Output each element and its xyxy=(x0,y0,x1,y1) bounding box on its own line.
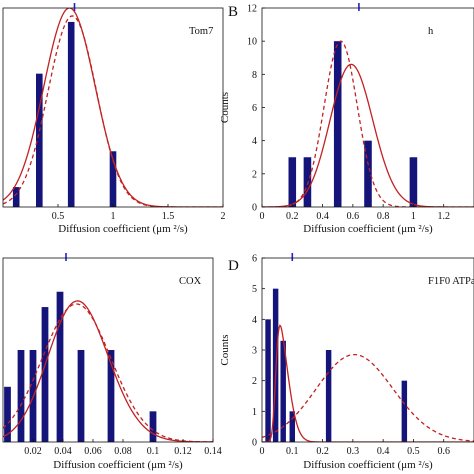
fit-curve-solid xyxy=(262,324,474,442)
histogram-bar xyxy=(67,21,75,207)
fit-curve-dashed xyxy=(3,303,213,442)
x-tick-label: 0.1 xyxy=(286,446,299,457)
x-tick-label: 0.08 xyxy=(114,446,132,457)
panel-title: COX xyxy=(179,276,202,287)
histogram-bar xyxy=(289,411,296,442)
plot-area xyxy=(262,40,474,207)
y-tick-label: 0 xyxy=(252,203,257,214)
histogram-bar xyxy=(333,41,342,207)
x-tick-label: 0 xyxy=(260,446,265,457)
y-tick-label: 2 xyxy=(252,376,257,387)
plot-area xyxy=(262,288,474,442)
y-tick-label: 1 xyxy=(252,407,257,418)
x-tick-label: 1.2 xyxy=(437,211,450,222)
y-axis-label: Counts xyxy=(219,334,231,365)
panel-title: h xyxy=(428,26,434,37)
y-axis-label: Counts xyxy=(219,92,231,123)
histogram-bar xyxy=(17,350,25,442)
plot-area xyxy=(3,291,213,442)
histogram-bar xyxy=(4,386,11,442)
x-tick-label: 0.2 xyxy=(286,211,299,222)
axes-frame xyxy=(2,257,214,443)
y-tick-label: 12 xyxy=(247,4,257,15)
x-tick-label: 0.02 xyxy=(24,446,42,457)
x-tick-label: 0.1 xyxy=(147,446,160,457)
histogram-bar xyxy=(364,140,372,207)
histogram-bar xyxy=(36,73,43,207)
y-tick-label: 4 xyxy=(252,136,257,147)
histogram-bar xyxy=(409,157,418,207)
histogram-bar xyxy=(107,350,115,442)
x-tick-label: 0.4 xyxy=(377,446,390,457)
y-tick-label: 4 xyxy=(252,315,257,326)
panel-3: 0.02 0.04 0.06 0.08 0.1 0.12 0.14 Diffusion coe… xyxy=(2,253,222,471)
y-tick-label: 10 xyxy=(247,37,257,48)
panel-letter: B xyxy=(228,4,238,20)
histogram-bar xyxy=(12,187,20,207)
histogram-bar xyxy=(56,291,64,442)
panel-2: 0 0.2 0.4 0.6 0.8 1 1.2 0 2 4 6 8 10 12 Diffusion coef… xyxy=(219,3,474,235)
histogram-bar xyxy=(401,380,408,442)
x-tick-label: 0 xyxy=(260,211,265,222)
y-tick-label: 8 xyxy=(252,70,257,81)
x-tick-label: 0.5 xyxy=(52,211,65,222)
panel-1: 0.5 1 1.5 2 Diffusion coefficient (μm ²/s) To… xyxy=(2,3,226,235)
histogram-bar xyxy=(109,151,117,207)
histogram-bar xyxy=(280,340,286,442)
fit-curve-solid xyxy=(3,300,213,442)
x-axis-label: Diffusion coefficient (μm ²/s) xyxy=(303,223,433,235)
y-tick-label: 6 xyxy=(252,254,257,265)
histogram-bar xyxy=(41,307,49,442)
x-tick-label: 0.3 xyxy=(347,446,360,457)
x-axis-label: Diffusion coefficient (μm ²/s) xyxy=(303,459,433,471)
x-tick-label: 0.06 xyxy=(84,446,102,457)
y-tick-label: 3 xyxy=(252,346,257,357)
x-tick-label: 0.6 xyxy=(437,446,450,457)
x-tick-label: 0.8 xyxy=(377,211,390,222)
panel-4: 0 0.1 0.2 0.3 0.4 0.5 0.6 0 1 2 3 4 5 6 Diffusion coef… xyxy=(219,253,474,471)
y-tick-label: 6 xyxy=(252,103,257,114)
x-tick-label: 1 xyxy=(111,211,116,222)
histogram-bar xyxy=(149,411,157,442)
x-tick-label: 0.14 xyxy=(204,446,222,457)
x-tick-label: 2 xyxy=(221,211,226,222)
y-tick-label: 2 xyxy=(252,169,257,180)
panel-title: Tom7 xyxy=(189,26,213,37)
histogram-bar xyxy=(265,319,271,442)
x-tick-label: 0.4 xyxy=(316,211,329,222)
plot-area xyxy=(3,8,223,207)
histogram-bar xyxy=(288,157,297,207)
histogram-bar xyxy=(77,350,85,442)
panel-title: F1F0 ATPas xyxy=(428,276,474,287)
x-tick-label: 0.5 xyxy=(407,446,420,457)
y-tick-label: 5 xyxy=(252,284,257,295)
x-tick-label: 1 xyxy=(411,211,416,222)
x-tick-label: 0.2 xyxy=(316,446,329,457)
x-tick-label: 1.5 xyxy=(162,211,175,222)
x-tick-label: 0.04 xyxy=(54,446,72,457)
x-tick-label: 0.12 xyxy=(174,446,192,457)
x-axis-label: Diffusion coefficient (μm ²/s) xyxy=(58,223,188,235)
histogram-bar xyxy=(303,157,312,207)
x-axis-label: Diffusion coefficient (μm ²/s) xyxy=(53,459,183,471)
histogram-bar xyxy=(325,350,332,442)
fit-curve-dashed xyxy=(262,353,474,442)
x-tick-label: 0.6 xyxy=(347,211,360,222)
y-tick-label: 0 xyxy=(252,438,257,449)
panel-letter: D xyxy=(228,258,239,274)
